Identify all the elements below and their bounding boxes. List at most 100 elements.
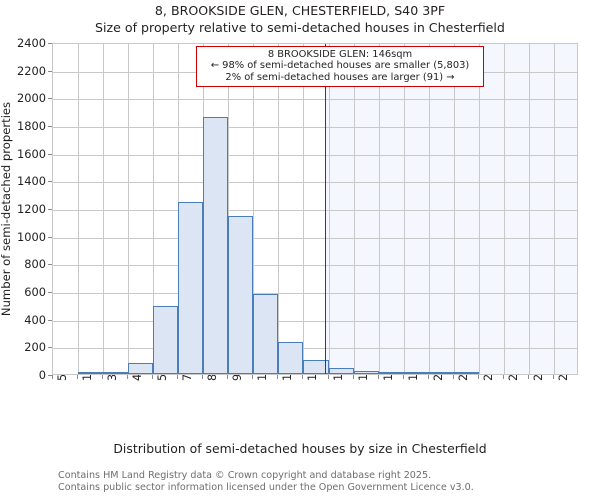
histogram-bar (103, 372, 129, 374)
gridline-vertical (253, 44, 255, 374)
histogram-bar (78, 372, 104, 374)
gridline-vertical (328, 44, 330, 374)
x-axis-tick-mark (402, 375, 404, 379)
histogram-bars (53, 44, 577, 374)
y-axis-tick-mark (48, 236, 52, 238)
x-axis-tick-mark (102, 375, 104, 379)
x-axis-tick-mark (277, 375, 279, 379)
gridline-vertical (453, 44, 455, 374)
y-axis-tick-mark (48, 70, 52, 72)
gridline-vertical (303, 44, 305, 374)
histogram-bar (228, 215, 254, 374)
y-axis-tick-label: 200 (24, 340, 46, 355)
histogram-bar (328, 367, 354, 374)
y-axis-tick-mark (48, 209, 52, 210)
plot-area (52, 43, 578, 375)
x-axis-tick-mark (227, 375, 229, 379)
page-subtitle: Size of property relative to semi-detach… (95, 20, 505, 35)
larger-region-shading (324, 44, 577, 374)
y-axis-tick-mark (48, 347, 52, 349)
gridline-vertical (103, 44, 105, 374)
title-block: 8, BROOKSIDE GLEN, CHESTERFIELD, S40 3PF… (0, 3, 600, 36)
y-axis-tick-mark (48, 375, 52, 376)
histogram-bar (153, 306, 179, 374)
gridline-vertical (553, 44, 555, 374)
gridline-horizontal (53, 154, 577, 156)
gridline-vertical (503, 44, 505, 374)
y-axis-tick-label: 1800 (17, 119, 46, 133)
x-axis-tick-mark (427, 375, 429, 379)
y-axis-tick-label: 1400 (17, 174, 46, 189)
annotation-line-property: 8 BROOKSIDE GLEN: 146sqm (267, 49, 413, 60)
y-axis-tick-label: 800 (24, 257, 46, 272)
footer: Contains HM Land Registry data © Crown c… (58, 470, 598, 493)
gridline-vertical (478, 44, 480, 374)
x-axis-tick-mark (377, 375, 379, 379)
x-axis-tick-mark (327, 375, 329, 379)
annotation-line-smaller: ← 98% of semi-detached houses are smalle… (210, 60, 470, 72)
gridline-vertical (228, 44, 230, 374)
histogram-bar (403, 372, 429, 374)
histogram-bar (178, 202, 204, 374)
y-axis-tick-label: 0 (38, 368, 46, 382)
page-title: 8, BROOKSIDE GLEN, CHESTERFIELD, S40 3PF (154, 3, 446, 18)
annotation-line-larger: 2% of semi-detached houses are larger (9… (225, 71, 455, 83)
footer-line-copyright: Contains HM Land Registry data © Crown c… (58, 470, 432, 481)
gridline-horizontal (53, 293, 577, 294)
gridline-horizontal (53, 127, 577, 128)
x-axis-tick-mark (202, 375, 204, 379)
histogram-bar (303, 360, 329, 374)
annotation-box: 8 BROOKSIDE GLEN: 146sqm ← 98% of semi-d… (196, 46, 484, 88)
gridline-vertical (528, 44, 530, 374)
gridline-vertical (153, 44, 155, 374)
gridline-vertical (378, 44, 380, 374)
x-axis-tick-mark (552, 375, 554, 379)
gridline-horizontal (53, 348, 577, 350)
y-axis-tick-mark (48, 126, 52, 127)
y-axis-tick-label: 1200 (17, 202, 46, 216)
x-axis-tick-mark (302, 375, 304, 379)
x-axis-tick-mark (177, 375, 179, 379)
property-size-marker-line (324, 44, 327, 374)
x-axis-tick-mark (527, 375, 529, 379)
x-axis-tick-mark (477, 375, 479, 379)
x-axis-tick-mark (452, 375, 454, 379)
histogram-bar (253, 293, 279, 374)
y-axis-tick-mark (48, 98, 52, 100)
y-axis-tick-label: 1000 (17, 229, 46, 244)
histogram-bar (453, 372, 479, 374)
histogram-bar (353, 370, 379, 374)
gridline-vertical (78, 44, 80, 374)
gridline-vertical (353, 44, 355, 374)
histogram-bar (278, 341, 304, 374)
x-axis-tick-mark (152, 375, 154, 379)
x-axis-label: Distribution of semi-detached houses by … (113, 441, 487, 456)
x-axis-tick-mark (252, 375, 254, 379)
y-axis-tick-mark (48, 264, 52, 266)
x-axis-tick-mark (77, 375, 79, 379)
y-axis-tick-label: 400 (24, 312, 46, 327)
histogram-bar (203, 116, 229, 374)
y-axis-tick-mark (48, 181, 52, 183)
y-axis-tick-mark (48, 319, 52, 321)
x-axis-tick-mark (127, 375, 129, 379)
y-axis-tick-mark (48, 43, 52, 44)
gridline-horizontal (53, 210, 577, 211)
gridline-horizontal (53, 99, 577, 101)
y-axis-tick-label: 600 (24, 285, 46, 299)
gridline-horizontal (53, 320, 577, 322)
gridline-vertical (128, 44, 130, 374)
gridline-horizontal (53, 237, 577, 239)
x-axis-tick-mark (52, 375, 53, 379)
gridline-vertical (278, 44, 280, 374)
y-axis-tick-label: 1600 (17, 146, 46, 161)
x-axis-tick-mark (352, 375, 354, 379)
footer-line-licence: Contains public sector information licen… (58, 481, 474, 493)
y-axis-tick-label: 2000 (17, 91, 46, 106)
y-axis-tick-mark (48, 153, 52, 155)
y-axis-tick-label: 2200 (17, 63, 46, 78)
y-axis-tick-label: 2400 (17, 36, 46, 50)
gridline-horizontal (53, 182, 577, 184)
gridline-vertical (403, 44, 405, 374)
